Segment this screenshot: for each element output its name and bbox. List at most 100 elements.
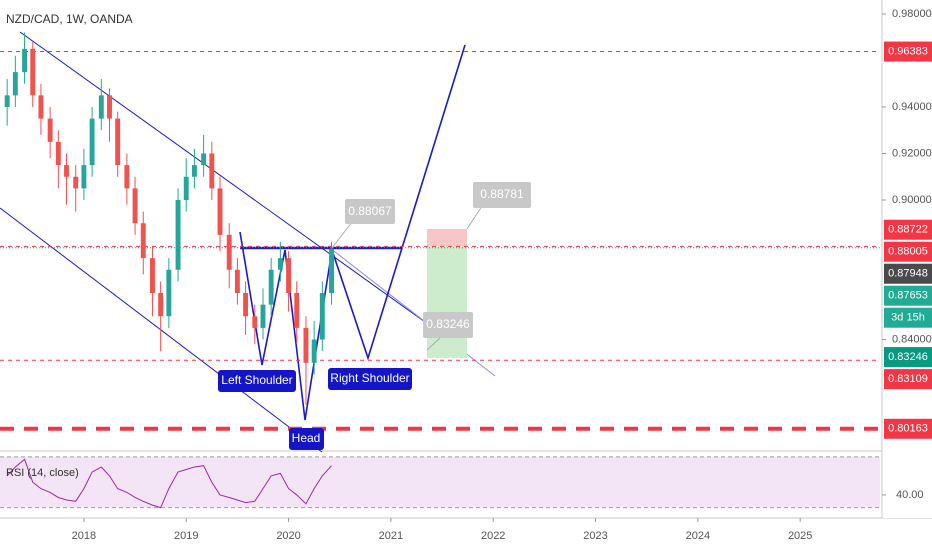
x-tick-label: 2018: [72, 530, 96, 542]
callout-line: [466, 205, 483, 230]
candle-body: [4, 95, 10, 107]
candle-body: [132, 188, 138, 224]
candle-body: [30, 48, 36, 96]
candle-body: [166, 269, 172, 317]
symbol-title: NZD/CAD, 1W, OANDA: [6, 12, 133, 26]
price-callout: [473, 182, 531, 208]
candle-body: [277, 258, 283, 270]
y-tick-label: 0.98000: [892, 8, 932, 20]
rsi-band: [0, 456, 880, 508]
price-callout: [345, 199, 395, 224]
candle-body: [22, 48, 28, 73]
callout-text: 0.83246: [426, 317, 470, 331]
candle-body: [150, 258, 155, 294]
label-box: [328, 368, 412, 390]
channel-top: [19, 31, 426, 323]
rsi-tick-label: 40.00: [896, 489, 924, 501]
candle-body: [217, 188, 223, 235]
candle-body: [115, 118, 121, 166]
candle-body: [260, 304, 266, 328]
candles: [4, 32, 334, 405]
candle-body: [183, 176, 189, 200]
price-label: 0.87653: [888, 290, 928, 302]
y-tick-label: 0.94000: [892, 101, 932, 113]
callout-line: [331, 221, 353, 249]
candle-body: [201, 153, 207, 166]
callout-line: [426, 337, 441, 351]
candle-body: [329, 248, 334, 294]
price-label: 3d 15h: [891, 312, 925, 324]
y-tick-label: 0.90000: [892, 194, 932, 206]
candle-body: [175, 200, 181, 270]
candle-body: [158, 293, 164, 317]
candle-body: [303, 327, 309, 363]
candle-body: [55, 141, 61, 166]
callout-text: 0.88067: [348, 204, 392, 218]
candle-body: [319, 293, 325, 340]
candle-body: [12, 72, 18, 96]
risk-zone: [427, 229, 467, 246]
price-label: 0.80163: [888, 423, 928, 435]
annotations: 0.88067 0.88781 0.83246 Left Shoulder Ri…: [218, 182, 531, 450]
candle-body: [89, 118, 95, 166]
price-label-box: [884, 263, 932, 284]
price-label: 0.83109: [888, 373, 928, 385]
price-label: 0.87948: [888, 268, 928, 280]
label-text: Left Shoulder: [221, 373, 292, 387]
rsi-pane: [0, 456, 880, 509]
price-label-box: [884, 369, 932, 390]
label-box: [218, 370, 296, 392]
price-label: 0.96383: [888, 45, 928, 57]
x-tick-label: 2024: [686, 530, 710, 542]
label-text: Head: [292, 431, 321, 445]
drawings: [0, 31, 880, 453]
price-label-box: [884, 418, 932, 439]
candle-body: [98, 95, 104, 119]
candle-body: [268, 269, 274, 305]
axes: 40.00 0.98000 0.94000 0.92000 0.90000 0.84000…: [72, 8, 932, 542]
price-label-box: [884, 347, 932, 368]
y-tick-label: 0.84000: [892, 333, 932, 345]
x-tick-label: 2023: [583, 530, 607, 542]
candle-body: [140, 223, 146, 259]
candle-body: [294, 293, 300, 328]
price-label-box: [884, 307, 932, 328]
candle-body: [311, 339, 317, 363]
candle-body: [107, 95, 112, 119]
candle-body: [191, 165, 197, 177]
candle-body: [64, 165, 69, 177]
candle-body: [73, 176, 79, 189]
pattern-path: [239, 44, 466, 421]
x-tick-label: 2021: [379, 530, 403, 542]
price-label-box: [884, 241, 932, 262]
x-tick-label: 2019: [174, 530, 198, 542]
price-callout: [423, 312, 473, 338]
candle-body: [209, 153, 215, 189]
price-label-box: [884, 219, 932, 240]
channel-extension: [329, 247, 496, 377]
price-label: 0.88005: [888, 246, 928, 258]
reward-zone: [427, 246, 467, 358]
price-label: 0.88722: [888, 224, 928, 236]
x-tick-label: 2022: [481, 530, 505, 542]
candle-body: [38, 95, 44, 119]
callout-text: 0.88781: [480, 187, 524, 201]
y-tick-label: 0.92000: [892, 147, 932, 159]
candle-body: [226, 234, 232, 270]
rsi-title: RSI (14, close): [6, 467, 79, 479]
candle-body: [124, 165, 130, 189]
label-text: Right Shoulder: [330, 371, 409, 385]
candle-body: [234, 269, 240, 294]
candle-body: [81, 165, 87, 189]
label-box: [289, 428, 324, 450]
candle-body: [47, 118, 53, 142]
candle-body: [252, 316, 258, 328]
candle-body: [286, 258, 292, 294]
x-tick-label: 2020: [276, 530, 300, 542]
price-label-box: [884, 41, 932, 62]
price-label-box: [884, 285, 932, 306]
x-tick-label: 2025: [788, 530, 812, 542]
rsi-line: [6, 458, 332, 509]
